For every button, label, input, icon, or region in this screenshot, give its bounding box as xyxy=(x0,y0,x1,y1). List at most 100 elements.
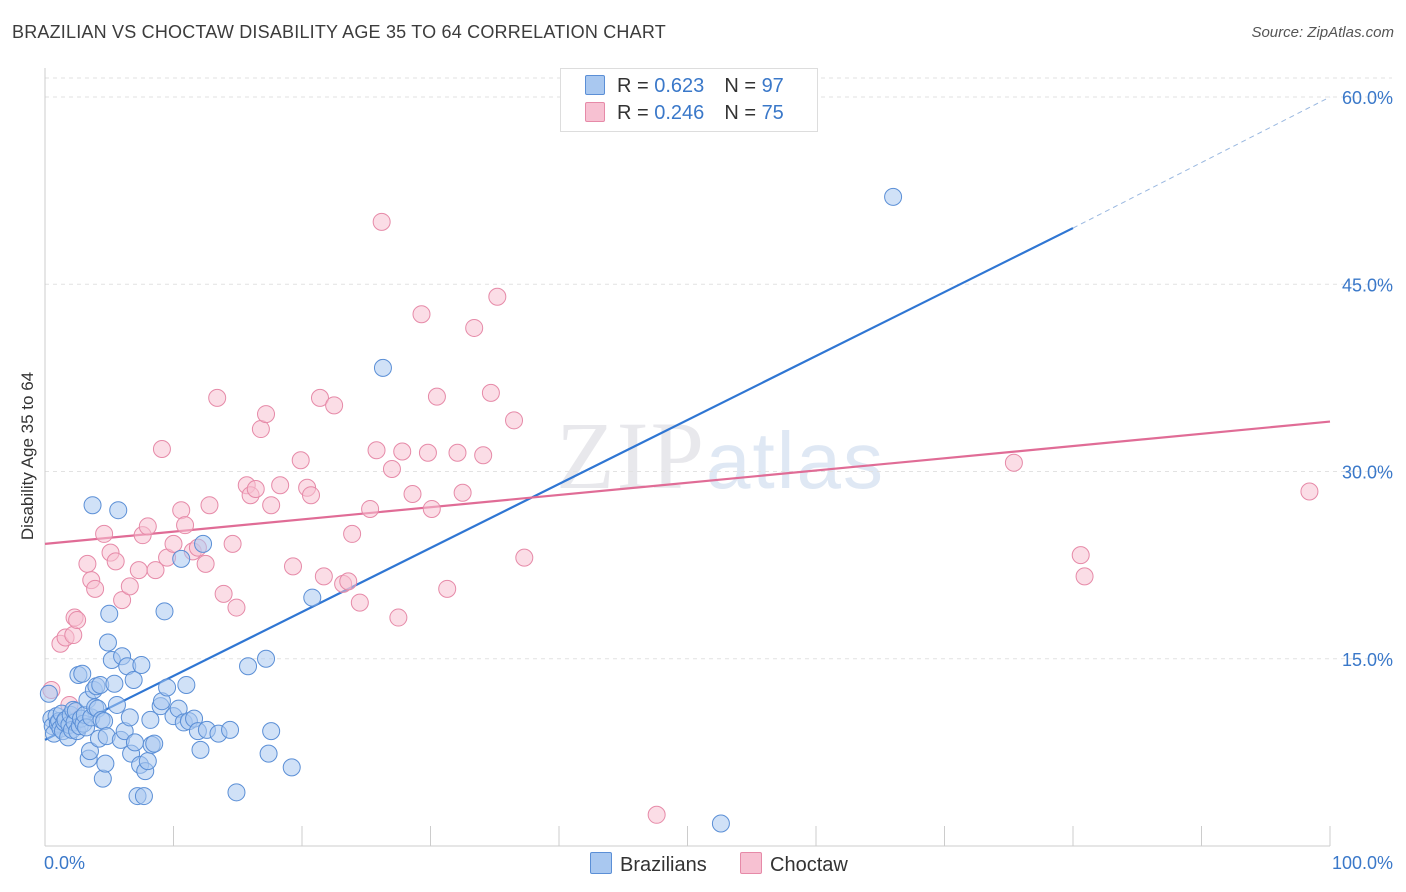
choctaw-point xyxy=(113,591,132,610)
choctaw-point xyxy=(1071,546,1090,565)
gridlines xyxy=(45,77,1392,660)
brazilian-trend-line xyxy=(44,227,1074,741)
watermark: ZIPatlas xyxy=(556,400,885,511)
legend-r-value: 0.623 xyxy=(654,75,705,97)
choctaw-point xyxy=(481,383,500,402)
choctaw-point xyxy=(314,567,333,586)
choctaw-point xyxy=(120,577,139,596)
legend-row-choctaw: R = 0.246 N = 75 xyxy=(585,102,784,126)
watermark-atlas: atlas xyxy=(706,416,885,505)
brazilian-point xyxy=(109,501,128,520)
brazilian-point xyxy=(134,787,153,806)
brazilian-point xyxy=(39,684,58,703)
brazilian-point xyxy=(125,733,144,752)
choctaw-point xyxy=(64,626,83,645)
trend-lines xyxy=(44,96,1331,741)
choctaw-point xyxy=(172,501,191,520)
x-tick-label-min: 0.0% xyxy=(44,853,85,873)
choctaw-point xyxy=(474,446,493,465)
brazilian-point xyxy=(145,734,164,753)
data-points xyxy=(39,187,1319,833)
choctaw-point xyxy=(291,451,310,470)
bottom-legend-swatch-pink xyxy=(740,852,762,874)
y-tick-label: 60.0% xyxy=(1342,88,1393,108)
brazilian-point xyxy=(221,720,240,739)
bottom-legend-choctaw: Choctaw xyxy=(740,852,848,877)
brazilian-point xyxy=(194,534,213,553)
choctaw-point xyxy=(403,484,422,503)
chart-title: BRAZILIAN VS CHOCTAW DISABILITY AGE 35 T… xyxy=(12,22,666,42)
choctaw-point xyxy=(647,805,666,824)
correlation-legend: R = 0.623 N = 97 R = 0.246 N = 75 xyxy=(560,68,818,132)
choctaw-point xyxy=(1300,482,1319,501)
choctaw-point xyxy=(453,483,472,502)
brazilian-point xyxy=(373,358,392,377)
legend-swatch-blue xyxy=(585,75,605,95)
choctaw-point xyxy=(129,561,148,580)
choctaw-point xyxy=(325,396,344,415)
choctaw-point xyxy=(427,387,446,406)
choctaw-point xyxy=(382,460,401,479)
choctaw-point xyxy=(257,405,276,424)
brazilian-point xyxy=(711,814,730,833)
choctaw-point xyxy=(350,593,369,612)
choctaw-point xyxy=(422,499,441,518)
brazilian-point xyxy=(257,649,276,668)
brazilian-point xyxy=(172,549,191,568)
brazilian-point xyxy=(93,769,112,788)
choctaw-point xyxy=(515,548,534,567)
choctaw-point xyxy=(176,516,195,535)
choctaw-point xyxy=(86,579,105,598)
choctaw-point xyxy=(68,611,87,630)
choctaw-point xyxy=(214,584,233,603)
choctaw-point xyxy=(152,440,171,459)
choctaw-point xyxy=(339,572,358,591)
brazilian-point xyxy=(262,722,281,741)
legend-r-value: 0.246 xyxy=(654,102,705,124)
choctaw-point xyxy=(95,524,114,543)
choctaw-point xyxy=(448,443,467,462)
y-tick-label: 15.0% xyxy=(1342,650,1393,670)
choctaw-point xyxy=(505,411,524,430)
legend-row-brazilians: R = 0.623 N = 97 xyxy=(585,75,784,99)
brazilian-point xyxy=(80,742,99,761)
choctaw-point xyxy=(164,534,183,553)
choctaw-point xyxy=(78,554,97,573)
legend-r-label: R = xyxy=(617,75,655,97)
brazilian-point xyxy=(98,633,117,652)
choctaw-point xyxy=(138,517,157,536)
choctaw-point xyxy=(418,443,437,462)
brazilian-point xyxy=(191,740,210,759)
brazilian-point xyxy=(124,670,143,689)
choctaw-point xyxy=(208,388,227,407)
choctaw-point xyxy=(361,499,380,518)
bottom-legend-swatch-blue xyxy=(590,852,612,874)
brazilian-point xyxy=(884,187,903,206)
legend-n-label: N = xyxy=(724,102,762,124)
brazilian-point xyxy=(177,675,196,694)
brazilian-point xyxy=(96,754,115,773)
choctaw-point xyxy=(488,287,507,306)
y-tick-label: 45.0% xyxy=(1342,275,1393,295)
choctaw-point xyxy=(106,552,125,571)
choctaw-point xyxy=(367,441,386,460)
brazilian-point xyxy=(227,783,246,802)
choctaw-point xyxy=(465,318,484,337)
choctaw-point xyxy=(1004,453,1023,472)
brazilian-point xyxy=(155,602,174,621)
bottom-legend-label: Choctaw xyxy=(770,854,848,876)
choctaw-point xyxy=(310,388,329,407)
choctaw-point xyxy=(389,608,408,627)
brazilian-point xyxy=(141,710,160,729)
brazilian-point xyxy=(282,758,301,777)
legend-r-label: R = xyxy=(617,102,655,124)
choctaw-point xyxy=(262,496,281,515)
choctaw-point xyxy=(412,305,431,324)
brazilian-point xyxy=(138,752,157,771)
brazilian-point xyxy=(158,678,177,697)
choctaw-point xyxy=(251,420,270,439)
brazilian-point xyxy=(120,708,139,727)
choctaw-point xyxy=(223,534,242,553)
choctaw-point xyxy=(372,212,391,231)
